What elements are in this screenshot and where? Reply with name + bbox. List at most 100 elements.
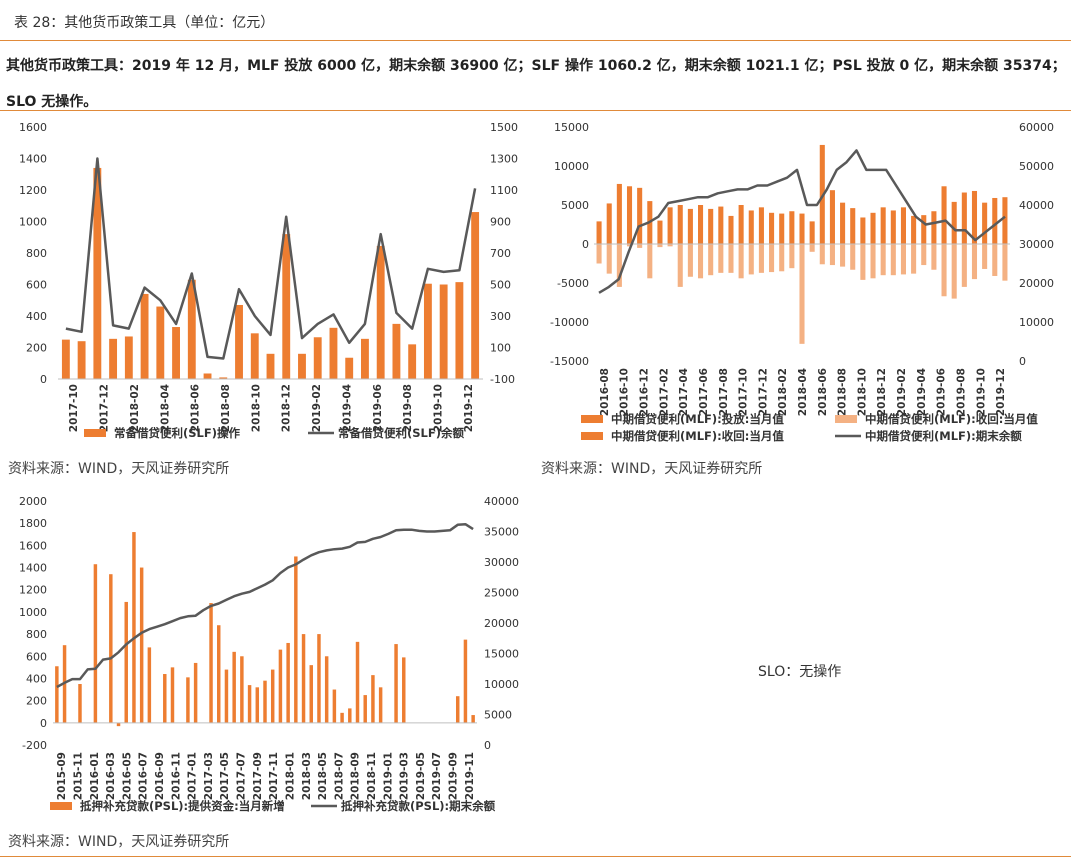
slf-bar xyxy=(156,306,165,379)
slf-bar xyxy=(172,327,180,379)
psl-bar xyxy=(301,634,306,723)
mlf-left-tick-label: 5000 xyxy=(561,199,589,212)
slf-right-tick-label: 300 xyxy=(490,310,511,323)
mlf-bar xyxy=(718,244,724,273)
mlf-bar xyxy=(728,215,734,244)
psl-x-tick-label: 2015-11 xyxy=(72,752,84,800)
psl-x-tick-label: 2017-01 xyxy=(187,752,199,800)
mlf-bar xyxy=(982,244,988,269)
mlf-right-tick-label: 20000 xyxy=(1019,277,1054,290)
source-note-slf: 资料来源：WIND，天风证券研究所 xyxy=(8,461,230,477)
psl-bar xyxy=(278,649,283,723)
mlf-right-tick-label: 50000 xyxy=(1019,160,1054,173)
slf-x-tick-label: 2019-08 xyxy=(402,384,414,432)
mlf-bar xyxy=(637,244,643,248)
mlf-x-tick-label: 2016-08 xyxy=(599,368,611,416)
slf-x-tick-label: 2018-04 xyxy=(159,384,171,432)
mlf-bar xyxy=(829,244,835,266)
slf-x-tick-label: 2019-02 xyxy=(311,384,323,432)
mlf-bar xyxy=(1002,197,1008,244)
psl-legend-label: 抵押补充贷款(PSL):提供资金:当月新增 xyxy=(80,799,285,813)
mlf-bar xyxy=(982,202,988,244)
mlf-x-tick-label: 2017-10 xyxy=(738,368,750,416)
mlf-bar xyxy=(718,206,724,244)
mlf-bar xyxy=(657,244,663,248)
slf-bar xyxy=(77,341,86,379)
psl-bar xyxy=(455,696,460,723)
mlf-bar xyxy=(738,205,744,244)
mlf-bar xyxy=(971,190,978,244)
slf-bar xyxy=(203,373,212,379)
slf-x-tick-label: 2018-10 xyxy=(250,384,262,432)
mlf-legend-label: 中期借贷便利(MLF):收回:当月值 xyxy=(865,412,1038,426)
mlf-legend-label: 中期借贷便利(MLF):收回:当月值 xyxy=(611,429,784,443)
psl-right-tick-label: 30000 xyxy=(484,556,519,569)
psl-x-tick-label: 2016-09 xyxy=(154,752,166,800)
mlf-bar xyxy=(708,244,714,276)
psl-x-tick-label: 2016-11 xyxy=(170,752,182,800)
mlf-bar xyxy=(626,186,633,244)
slf-bar xyxy=(471,212,480,379)
slf-bar xyxy=(329,327,338,379)
psl-bar xyxy=(324,656,329,723)
slf-legend-label: 常备借贷便利(SLF)余额 xyxy=(338,426,464,440)
mlf-right-tick-label: 0 xyxy=(1019,355,1026,368)
psl-x-tick-label: 2018-03 xyxy=(301,752,313,800)
psl-left-tick-label: 1800 xyxy=(19,517,47,530)
mlf-x-tick-label: 2017-06 xyxy=(698,368,710,416)
mlf-bar xyxy=(748,210,754,244)
psl-legend-label: 抵押补充贷款(PSL):期末余额 xyxy=(341,799,496,813)
mlf-bar xyxy=(606,203,612,244)
psl-x-tick-label: 2016-07 xyxy=(138,752,150,800)
mlf-x-tick-label: 2018-04 xyxy=(797,368,809,416)
psl-bar xyxy=(332,689,337,723)
mlf-bar xyxy=(799,213,805,244)
slf-bar xyxy=(109,338,118,379)
slf-bar xyxy=(250,333,259,379)
psl-right-tick-label: 5000 xyxy=(484,709,512,722)
mlf-legend-bar-swatch xyxy=(581,415,603,423)
mlf-bar xyxy=(900,244,906,275)
mlf-bar xyxy=(667,207,673,244)
psl-bar xyxy=(263,680,267,723)
mlf-bar xyxy=(708,208,714,244)
psl-bar xyxy=(139,567,144,723)
psl-bar xyxy=(286,642,290,723)
mlf-bar xyxy=(616,183,622,244)
source-note-psl: 资料来源：WIND，天风证券研究所 xyxy=(8,834,230,850)
psl-left-tick-label: 2000 xyxy=(19,495,47,508)
psl-bar xyxy=(240,656,244,723)
mlf-bar xyxy=(677,244,683,287)
mlf-bar xyxy=(657,220,663,244)
mlf-legend-label: 中期借贷便利(MLF):投放:当月值 xyxy=(611,412,784,426)
mlf-left-tick-label: -15000 xyxy=(550,355,589,368)
psl-bar xyxy=(378,687,383,723)
slf-bar xyxy=(235,304,243,379)
slf-bar xyxy=(124,336,133,379)
mlf-bar xyxy=(677,205,683,244)
psl-x-tick-label: 2019-01 xyxy=(382,752,394,800)
psl-bar xyxy=(93,564,98,723)
slf-x-tick-label: 2019-10 xyxy=(432,384,444,432)
psl-x-tick-label: 2015-09 xyxy=(56,752,68,800)
bottom-rule xyxy=(0,856,1071,857)
psl-right-tick-label: 20000 xyxy=(484,617,519,630)
mlf-right-tick-label: 40000 xyxy=(1019,199,1054,212)
mlf-x-tick-label: 2019-06 xyxy=(936,368,948,416)
psl-bar xyxy=(209,603,213,723)
psl-bar xyxy=(355,641,360,723)
slf-x-tick-label: 2019-04 xyxy=(341,384,353,432)
slf-bar xyxy=(376,245,385,379)
slf-legend-bar-swatch xyxy=(84,429,106,437)
psl-left-tick-label: 1400 xyxy=(19,562,47,575)
mlf-bar xyxy=(758,207,764,244)
slf-x-tick-label: 2018-02 xyxy=(129,384,141,432)
slf-bar xyxy=(361,338,369,379)
title-rule xyxy=(0,40,1071,41)
slf-right-tick-label: 1300 xyxy=(490,153,518,166)
mlf-bar xyxy=(748,244,754,275)
slf-bar xyxy=(298,353,306,379)
mlf-bar xyxy=(860,244,866,280)
